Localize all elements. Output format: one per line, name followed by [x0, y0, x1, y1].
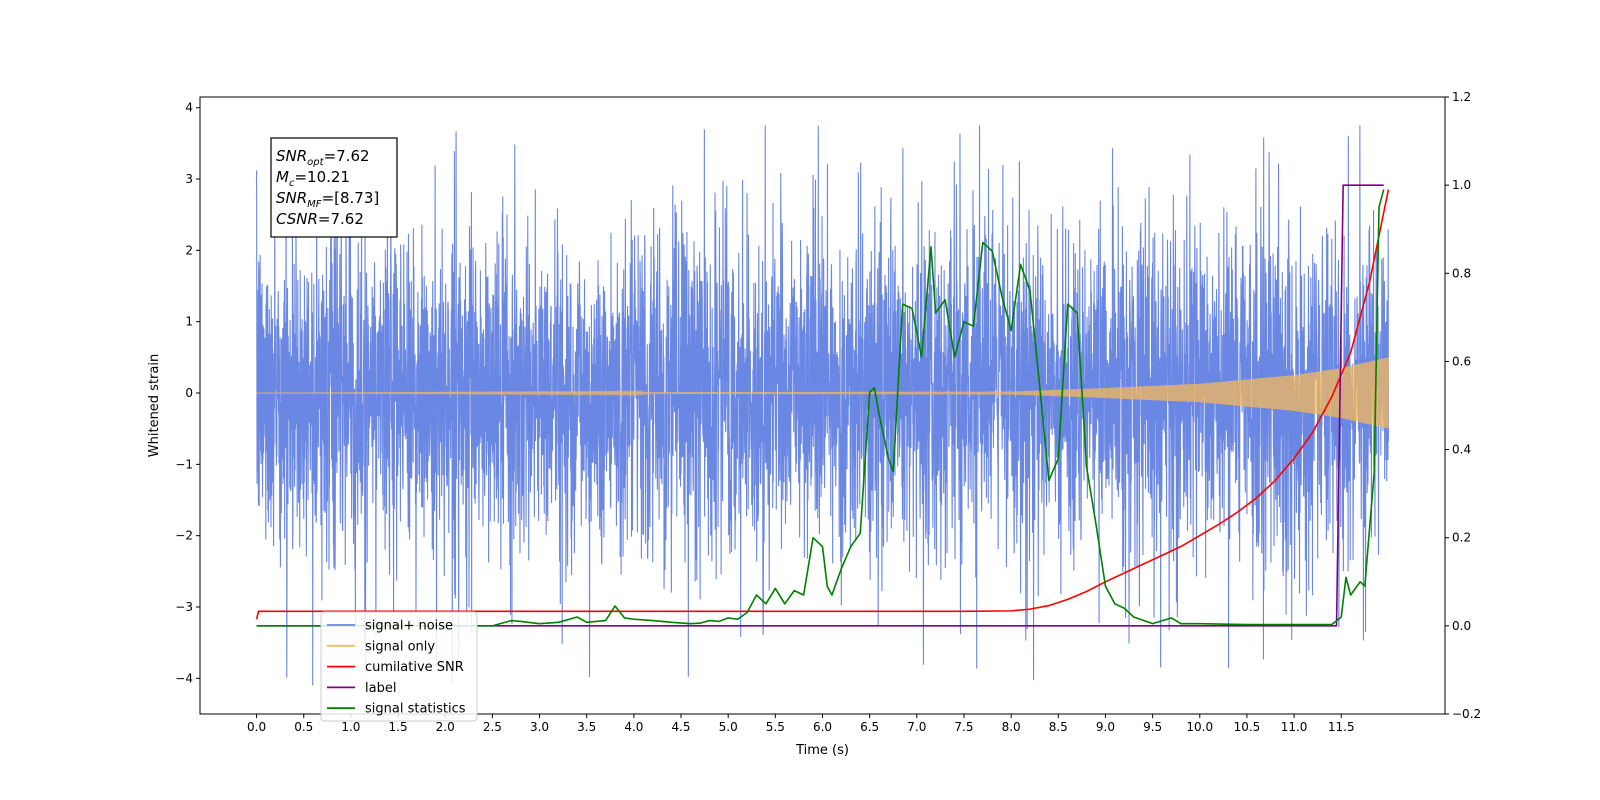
x-tick-label: 10.5: [1234, 720, 1261, 734]
y-left-tick-label: 2: [185, 243, 193, 257]
y-right-tick-label: 0.4: [1452, 443, 1471, 457]
legend: signal+ noise signal only cumilative SNR la…: [320, 611, 478, 722]
x-tick-label: 2.0: [436, 720, 455, 734]
x-tick-label: 10.0: [1186, 720, 1213, 734]
x-tick-label: 6.0: [813, 720, 832, 734]
x-tick-label: 8.5: [1049, 720, 1068, 734]
legend-label: signal only: [365, 639, 435, 654]
x-tick-label: 3.5: [577, 720, 596, 734]
y-left-tick-label: 0: [185, 386, 193, 400]
x-tick-label: 5.0: [719, 720, 738, 734]
y-axis-label: Whitened strain: [147, 354, 162, 457]
x-tick-label: 11.5: [1328, 720, 1355, 734]
x-axis-label: Time (s): [795, 743, 849, 758]
y-right-tick-label: 1.0: [1452, 178, 1471, 192]
y-right-tick-label: 0.0: [1452, 619, 1471, 633]
series-signal-noise: [256, 125, 1389, 686]
y-left-tick-label: 1: [185, 315, 193, 329]
x-tick-label: 7.0: [907, 720, 926, 734]
x-tick-label: 1.0: [341, 720, 360, 734]
y-left-tick-label: 3: [185, 172, 193, 186]
legend-frame: [320, 611, 478, 722]
ticks: 0.0 0.5 1.0 1.5 2.0 2.5 3.0 3.5 4.0 4.5 5.0 5.5 6.0 6…: [175, 90, 1481, 734]
x-tick-label: 5.5: [766, 720, 785, 734]
y-right-tick-label: −0.2: [1452, 707, 1481, 721]
y-right-tick-label: 0.8: [1452, 266, 1471, 280]
y-left-tick-label: −2: [175, 529, 193, 543]
y-left-tick-label: −3: [175, 600, 193, 614]
legend-label: cumilative SNR: [365, 660, 464, 675]
series-label: [256, 184, 1384, 627]
x-tick-label: 8.0: [1002, 720, 1021, 734]
y-right-tick-label: 0.2: [1452, 531, 1471, 545]
series-signal-only: [256, 357, 1389, 429]
x-tick-label: 4.0: [624, 720, 643, 734]
x-tick-label: 2.5: [483, 720, 502, 734]
annotation-line: CSNR=7.62: [276, 210, 364, 228]
x-tick-label: 0.5: [294, 720, 313, 734]
x-tick-label: 6.5: [860, 720, 879, 734]
x-tick-label: 0.0: [247, 720, 266, 734]
y-left-tick-label: −1: [175, 457, 193, 471]
x-tick-label: 11.0: [1281, 720, 1308, 734]
annotation-line: SNRMF=[8.73]: [276, 189, 379, 210]
x-tick-label: 3.0: [530, 720, 549, 734]
y-left-tick-label: −4: [175, 671, 193, 685]
x-tick-label: 9.5: [1143, 720, 1162, 734]
x-tick-label: 7.5: [954, 720, 973, 734]
series-signal-statistics: [256, 189, 1385, 627]
annotation-frame: [270, 137, 398, 238]
x-tick-label: 9.0: [1096, 720, 1115, 734]
legend-label: label: [365, 681, 396, 696]
x-tick-label: 1.5: [389, 720, 408, 734]
y-right-tick-label: 0.6: [1452, 354, 1471, 368]
annotation-line: Mc=10.21: [276, 168, 350, 189]
legend-label: signal+ noise: [365, 619, 453, 634]
x-tick-label: 4.5: [671, 720, 690, 734]
y-right-tick-label: 1.2: [1452, 90, 1471, 104]
legend-label: signal statistics: [365, 702, 466, 717]
plot-area: [255, 125, 1390, 686]
y-left-tick-label: 4: [185, 101, 193, 115]
annotation-line: SNRopt=7.62: [276, 147, 370, 168]
